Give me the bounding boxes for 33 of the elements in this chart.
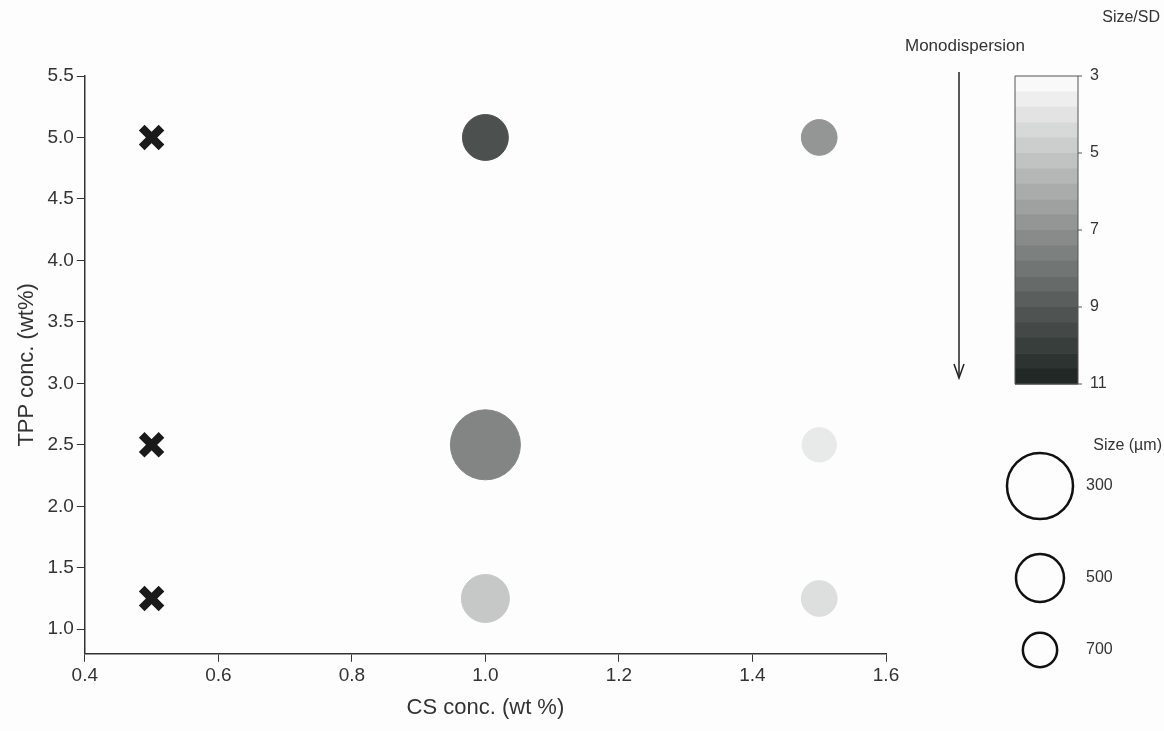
point xyxy=(137,123,166,152)
point xyxy=(137,430,166,459)
point xyxy=(137,584,166,613)
x-tick-label: 0.4 xyxy=(71,664,99,686)
color-bar-label: 3 xyxy=(1090,66,1099,84)
y-tick-label: 4.0 xyxy=(47,248,74,270)
color-bar-label: 9 xyxy=(1090,297,1099,315)
y-tick-label: 1.0 xyxy=(47,617,74,639)
text: Monodispersion xyxy=(905,35,1026,55)
y-tick-label: 3.0 xyxy=(47,371,74,393)
y-tick-label: 2.0 xyxy=(47,494,74,516)
color-bar-label: 5 xyxy=(1090,143,1099,161)
y-tick-label: 5.0 xyxy=(47,125,74,147)
y-tick-label: 1.5 xyxy=(47,555,74,577)
legend-label: 500 xyxy=(1086,568,1113,586)
x-tick-label: 1.4 xyxy=(739,664,767,686)
color-bar-label: 11 xyxy=(1090,374,1107,392)
legend-label: 300 xyxy=(1086,476,1113,494)
color-bar-title: Size/SD xyxy=(1102,8,1160,26)
y-tick-label: 5.5 xyxy=(47,64,74,86)
y-tick-label: 4.5 xyxy=(47,187,74,209)
y-axis-title: TPP conc. (wt%) xyxy=(13,283,39,447)
x-axis-title: CS conc. (wt %) xyxy=(406,693,565,719)
y-tick-label: 2.5 xyxy=(47,433,74,455)
text: Size (µm) xyxy=(1093,436,1162,454)
color-bar-label: 7 xyxy=(1090,220,1099,238)
x-tick-label: 0.8 xyxy=(338,664,366,686)
legend-label: 700 xyxy=(1086,640,1113,658)
x-tick-label: 1.2 xyxy=(605,664,633,686)
x-tick-label: 1.0 xyxy=(472,664,499,686)
y-tick-label: 3.5 xyxy=(47,310,74,332)
x-tick-label: 0.6 xyxy=(205,664,232,686)
x-tick-label: 1.6 xyxy=(872,664,900,686)
